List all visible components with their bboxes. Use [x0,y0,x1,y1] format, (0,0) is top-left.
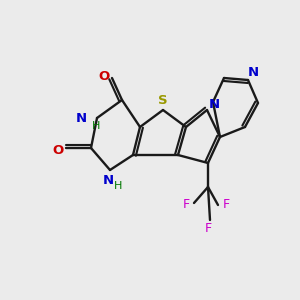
Text: N: N [76,112,87,124]
Text: N: N [102,173,114,187]
Text: H: H [114,181,122,191]
Text: N: N [248,65,259,79]
Text: F: F [222,199,230,212]
Text: N: N [208,98,220,112]
Text: F: F [204,221,211,235]
Text: O: O [98,70,110,83]
Text: F: F [182,199,190,212]
Text: S: S [158,94,168,107]
Text: H: H [92,121,100,131]
Text: O: O [52,143,64,157]
